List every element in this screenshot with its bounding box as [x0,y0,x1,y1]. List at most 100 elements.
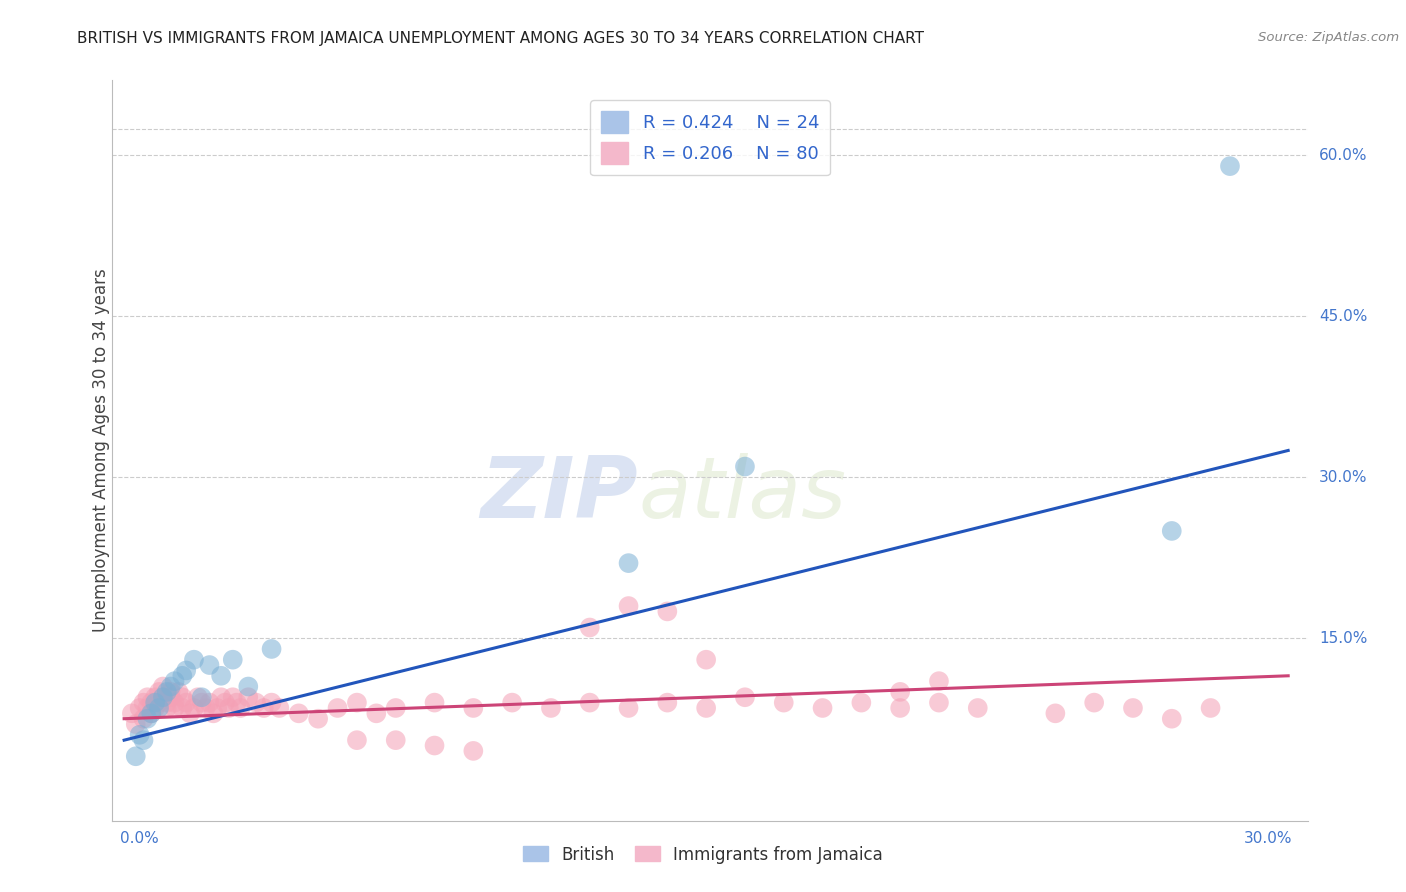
Point [172,690,194,705]
Point [141,696,163,710]
Point [501,696,523,710]
Point [238,690,260,705]
Point [148,701,170,715]
Point [540,701,562,715]
Point [617,599,640,613]
Point [121,706,143,721]
Point [132,696,155,710]
Point [179,706,201,721]
Point [287,706,309,721]
Point [172,669,194,683]
Point [214,696,236,710]
Point [889,685,911,699]
Point [617,556,640,570]
Point [772,696,794,710]
Point [152,680,174,694]
Point [384,701,406,715]
Point [183,701,205,715]
Point [928,696,950,710]
Point [159,685,181,699]
Point [1199,701,1222,715]
Point [128,728,150,742]
Point [889,701,911,715]
Text: 0.0%: 0.0% [121,831,159,847]
Point [1160,524,1182,538]
Point [1122,701,1144,715]
Point [152,690,174,705]
Point [657,604,679,618]
Point [1045,706,1067,721]
Point [307,712,329,726]
Point [966,701,988,715]
Point [187,690,209,705]
Point [143,696,166,710]
Text: 30.0%: 30.0% [1243,831,1292,847]
Point [578,696,600,710]
Point [198,696,221,710]
Legend: British, Immigrants from Jamaica: British, Immigrants from Jamaica [516,839,890,871]
Text: ZIP: ZIP [481,453,638,536]
Point [695,653,717,667]
Point [207,701,229,715]
Point [346,733,368,747]
Point [734,690,756,705]
Point [148,696,170,710]
Point [152,690,174,705]
Y-axis label: Unemployment Among Ages 30 to 34 years: Unemployment Among Ages 30 to 34 years [93,268,110,632]
Point [928,674,950,689]
Point [346,696,368,710]
Point [136,690,159,705]
Text: BRITISH VS IMMIGRANTS FROM JAMAICA UNEMPLOYMENT AMONG AGES 30 TO 34 YEARS CORREL: BRITISH VS IMMIGRANTS FROM JAMAICA UNEMP… [77,31,924,46]
Point [1219,159,1241,173]
Point [174,664,197,678]
Point [174,696,197,710]
Point [163,696,186,710]
Point [423,696,446,710]
Point [260,642,283,657]
Point [167,685,190,699]
Point [1083,696,1105,710]
Text: atlas: atlas [638,453,846,536]
Point [260,696,283,710]
Point [578,620,600,634]
Point [657,696,679,710]
Point [141,706,163,721]
Point [194,701,217,715]
Point [811,701,834,715]
Point [136,712,159,726]
Point [163,674,186,689]
Point [198,658,221,673]
Point [143,701,166,715]
Point [143,690,166,705]
Point [222,653,245,667]
Text: 45.0%: 45.0% [1319,309,1368,324]
Point [209,690,232,705]
Point [125,749,148,764]
Point [222,690,245,705]
Point [384,733,406,747]
Point [148,685,170,699]
Point [225,696,247,710]
Point [159,680,181,694]
Point [366,706,388,721]
Point [245,696,267,710]
Point [269,701,291,715]
Legend: R = 0.424    N = 24, R = 0.206    N = 80: R = 0.424 N = 24, R = 0.206 N = 80 [591,101,830,175]
Point [190,696,212,710]
Point [229,701,252,715]
Point [136,701,159,715]
Point [734,459,756,474]
Text: 30.0%: 30.0% [1319,470,1368,484]
Point [326,701,349,715]
Point [218,701,240,715]
Text: Source: ZipAtlas.com: Source: ZipAtlas.com [1258,31,1399,45]
Point [132,712,155,726]
Text: 60.0%: 60.0% [1319,148,1368,163]
Point [159,690,181,705]
Point [156,701,179,715]
Point [463,701,485,715]
Point [209,669,232,683]
Point [253,701,276,715]
Point [141,706,163,721]
Point [851,696,873,710]
